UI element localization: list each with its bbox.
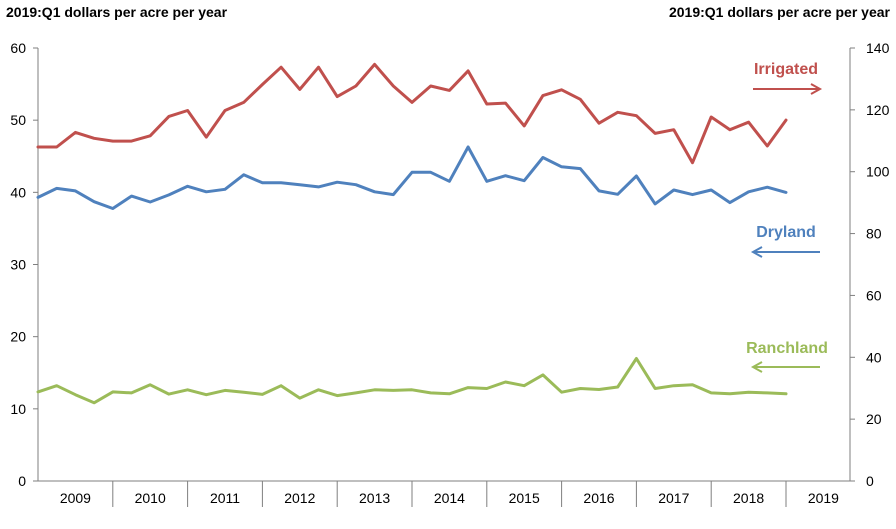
series-line-ranchland	[36, 357, 788, 405]
series-label-ranchland: Ranchland	[746, 340, 828, 357]
series-line-irrigated	[36, 62, 788, 165]
left-axis-label: 2019:Q1 dollars per acre per year	[6, 4, 228, 20]
right-tick-label: 120	[866, 102, 890, 118]
series-lines	[36, 62, 788, 405]
left-tick-label: 40	[10, 184, 26, 200]
right-tick-label: 100	[866, 164, 890, 180]
x-tick-label: 2018	[733, 490, 764, 506]
x-tick-label: 2019	[808, 490, 839, 506]
axes-group: 0 10 20 30 40 50 60 0 20 40 60 80 100 120 140 2009 2010 2…	[10, 40, 890, 507]
left-tick-label: 60	[10, 40, 26, 56]
right-tick-label: 0	[866, 473, 874, 489]
x-tick-label: 2011	[210, 490, 240, 506]
left-tick-label: 20	[10, 329, 26, 345]
x-tick-label: 2017	[658, 490, 689, 506]
series-arrow-head-irrigated	[810, 83, 823, 95]
right-tick-label: 20	[866, 411, 882, 427]
right-tick-label: 80	[866, 226, 882, 242]
series-labels: Irrigated Dryland Ranchland	[746, 61, 828, 373]
x-tick-label: 2016	[583, 490, 614, 506]
x-tick-label: 2013	[359, 490, 390, 506]
right-axis-label: 2019:Q1 dollars per acre per year	[669, 4, 891, 20]
left-tick-label: 10	[10, 401, 26, 417]
x-tick-label: 2009	[60, 490, 91, 506]
x-tick-label: 2010	[135, 490, 166, 506]
x-tick-label: 2015	[509, 490, 540, 506]
series-line-dryland	[36, 145, 788, 210]
left-tick-label: 30	[10, 257, 26, 273]
right-tick-label: 140	[866, 40, 890, 56]
left-tick-label: 50	[10, 112, 26, 128]
series-arrow-head-dryland	[750, 246, 763, 258]
series-arrow-head-ranchland	[750, 361, 763, 373]
right-tick-label: 60	[866, 287, 882, 303]
left-tick-label: 0	[18, 473, 26, 489]
series-label-irrigated: Irrigated	[754, 61, 818, 78]
series-label-dryland: Dryland	[756, 224, 816, 241]
x-tick-label: 2014	[434, 490, 465, 506]
x-tick-label: 2012	[284, 490, 315, 506]
right-tick-label: 40	[866, 349, 882, 365]
